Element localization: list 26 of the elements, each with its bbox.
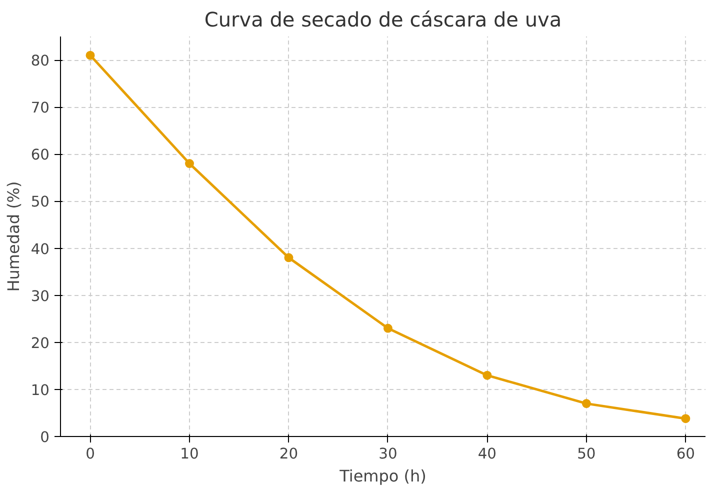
point xyxy=(482,370,492,380)
x-tick-label: 20 xyxy=(279,446,298,462)
chart-title: Curva de secado de cáscara de uva xyxy=(204,8,562,32)
y-tick-label: 10 xyxy=(30,382,50,399)
x-tick-label: 50 xyxy=(577,446,596,462)
x-tick-label: 30 xyxy=(378,446,398,462)
y-tick-label: 70 xyxy=(30,100,50,117)
point xyxy=(383,324,392,333)
point xyxy=(86,50,95,60)
y-tick-label: 60 xyxy=(30,146,50,164)
point xyxy=(284,253,294,262)
y-tick-label: 20 xyxy=(30,334,50,352)
y-axis-title: Humedad (%) xyxy=(4,181,23,292)
point xyxy=(681,414,690,424)
x-tick-label: 40 xyxy=(478,446,497,462)
y-tick-label: 0 xyxy=(40,429,50,446)
x-tick-label: 60 xyxy=(676,446,695,462)
x-tick-label: 0 xyxy=(86,446,95,462)
point xyxy=(185,159,194,168)
y-tick-label: 40 xyxy=(30,240,50,258)
point xyxy=(582,399,591,408)
y-tick-label: 80 xyxy=(30,52,50,70)
y-tick-label: 50 xyxy=(30,194,50,211)
x-axis-title: Tiempo (h) xyxy=(338,466,426,486)
y-tick-label: 30 xyxy=(30,288,50,305)
x-tick-label: 10 xyxy=(180,446,199,462)
